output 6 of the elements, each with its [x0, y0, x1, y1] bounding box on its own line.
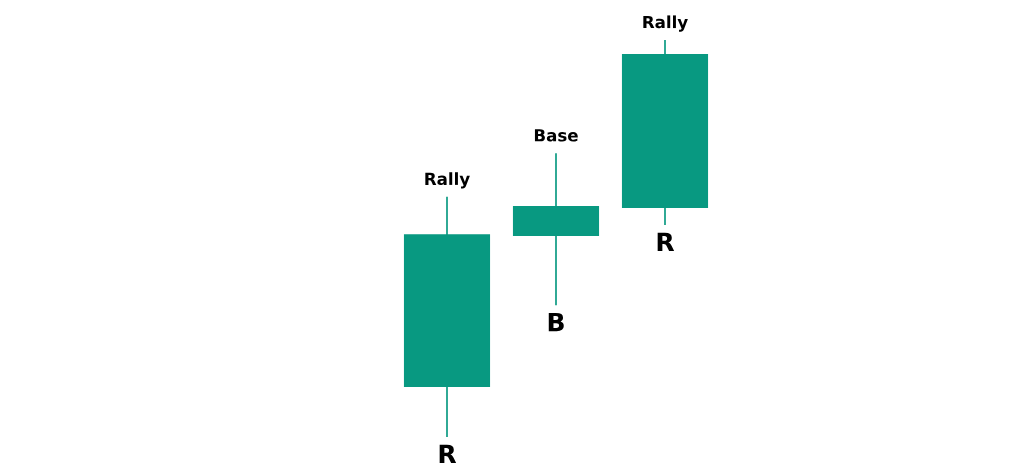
text: R [439, 444, 457, 463]
x-tick-label: Rally [643, 15, 688, 32]
text: R [657, 232, 675, 251]
x-tick-label: Base [534, 129, 578, 142]
text: B [548, 312, 564, 332]
x-tick-label: Rally [425, 172, 470, 189]
